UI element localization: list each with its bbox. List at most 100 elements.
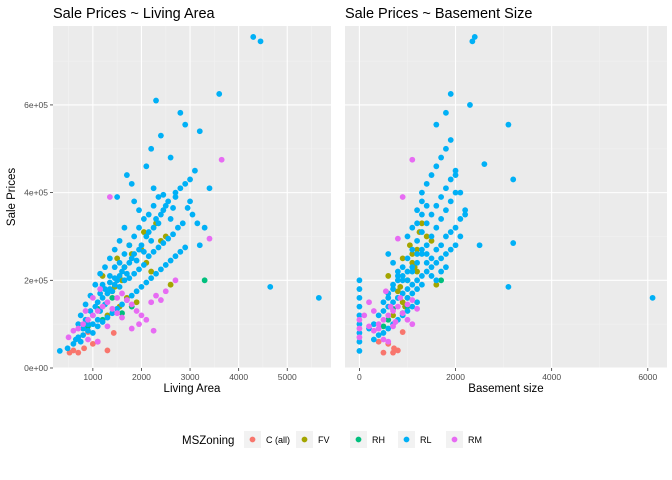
data-point	[133, 308, 140, 314]
data-point	[116, 273, 123, 279]
panel-living-area: Sale Prices ~ Living Area 1000 2000 3000 40…	[6, 6, 331, 395]
data-point	[109, 305, 116, 312]
data-point	[80, 332, 87, 339]
data-point	[104, 299, 111, 306]
data-point	[409, 303, 416, 310]
x-axis-ticks: 1000 2000 3000 4000 5000	[83, 368, 297, 382]
data-point	[433, 259, 440, 266]
y-tick-label: 4e+05	[24, 188, 48, 198]
data-point	[423, 233, 430, 240]
data-point	[126, 275, 133, 282]
data-point	[385, 294, 392, 301]
data-point	[394, 303, 401, 310]
data-point	[443, 207, 449, 214]
data-point	[110, 330, 117, 336]
data-point	[409, 264, 416, 271]
data-point	[433, 281, 440, 288]
data-point	[126, 242, 133, 249]
data-point	[409, 297, 416, 303]
data-point	[89, 330, 96, 336]
data-point	[375, 321, 382, 328]
data-point	[414, 286, 420, 292]
data-point	[399, 277, 406, 284]
data-point	[418, 220, 425, 227]
data-point	[409, 268, 416, 275]
data-point	[94, 308, 101, 314]
x-tick-label: 4000	[542, 372, 561, 382]
data-point	[409, 224, 416, 231]
legend-label: RH	[372, 435, 385, 445]
data-point	[380, 323, 387, 330]
data-point	[162, 288, 169, 295]
data-point	[114, 294, 121, 301]
data-point	[404, 268, 411, 275]
data-point	[380, 308, 387, 314]
data-point	[315, 294, 322, 301]
data-point	[404, 294, 411, 301]
data-point	[447, 198, 454, 205]
data-point	[133, 299, 140, 306]
data-point	[356, 277, 363, 284]
data-point	[457, 216, 464, 222]
data-point	[250, 34, 257, 40]
data-point	[167, 216, 174, 222]
data-point	[85, 316, 91, 323]
data-point	[414, 299, 420, 306]
data-point	[172, 277, 179, 284]
data-point	[443, 145, 449, 152]
data-point	[505, 121, 512, 128]
data-point	[111, 246, 118, 253]
data-point	[356, 348, 363, 354]
data-point	[433, 224, 440, 231]
x-axis-title: Basement size	[468, 383, 543, 395]
data-point	[452, 189, 459, 196]
data-point	[157, 211, 164, 218]
data-point	[153, 216, 159, 222]
data-point	[385, 312, 392, 319]
data-point	[409, 156, 416, 163]
legend-marker	[355, 436, 362, 443]
data-point	[85, 327, 91, 334]
data-point	[150, 248, 157, 255]
data-point	[89, 340, 96, 347]
data-point	[157, 297, 164, 303]
data-point	[356, 303, 363, 310]
data-point	[89, 312, 96, 319]
data-point	[418, 211, 425, 218]
data-point	[99, 281, 106, 288]
data-point	[92, 281, 99, 288]
data-point	[375, 325, 382, 332]
legend-item: RM	[446, 431, 482, 448]
data-point	[380, 330, 387, 336]
data-point	[397, 294, 404, 301]
data-point	[433, 202, 440, 209]
data-point	[404, 308, 411, 314]
data-point	[111, 281, 118, 288]
data-point	[428, 237, 435, 244]
data-point	[481, 161, 488, 168]
data-point	[404, 233, 411, 240]
x-axis-ticks: 0 2000 4000 6000	[357, 368, 657, 382]
data-point	[182, 244, 189, 251]
data-point	[119, 314, 125, 321]
data-point	[394, 268, 401, 275]
data-point	[392, 319, 399, 325]
data-point	[366, 299, 372, 306]
data-point	[192, 167, 198, 174]
data-point	[177, 248, 184, 255]
data-point	[206, 235, 213, 242]
data-point	[80, 321, 87, 328]
data-point	[140, 216, 147, 222]
data-point	[370, 321, 377, 328]
data-point	[187, 198, 193, 205]
data-point	[414, 259, 420, 266]
data-point	[94, 338, 101, 345]
data-point	[140, 262, 147, 268]
data-point	[65, 334, 72, 341]
data-point	[390, 312, 396, 319]
legend-label: FV	[318, 435, 330, 445]
data-point	[447, 229, 454, 235]
data-point	[89, 294, 96, 301]
data-point	[196, 128, 203, 135]
data-point	[104, 314, 111, 321]
